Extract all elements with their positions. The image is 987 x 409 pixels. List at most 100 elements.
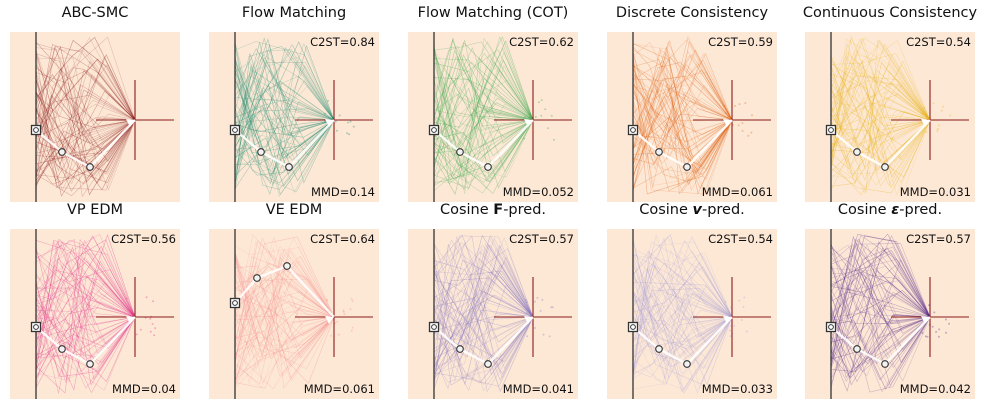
sample-point (327, 99, 329, 102)
trajectory-line (35, 84, 136, 158)
trajectory-line (234, 316, 335, 380)
trajectory-line (234, 56, 335, 192)
trajectory-line (234, 316, 335, 389)
trajectory-line (632, 236, 733, 318)
trajectory-line (234, 61, 335, 180)
trajectory-line (433, 251, 534, 387)
trajectory-line (433, 239, 534, 318)
trajectory-line (830, 280, 931, 318)
trajectory-line (830, 314, 931, 372)
trajectory-bundle (433, 36, 534, 196)
sample-point (742, 305, 745, 308)
trajectory-line (433, 259, 534, 374)
sample-point (533, 300, 536, 303)
trajectory-line (632, 68, 733, 135)
trajectory-line (35, 108, 136, 144)
trajectory-line (830, 39, 931, 194)
trajectory-line (433, 59, 534, 140)
path-point (58, 148, 66, 156)
trajectory-line (35, 55, 136, 186)
path-arrowhead (325, 119, 334, 127)
trajectory-line (433, 88, 534, 138)
plot-area: C2ST=0.54 MMD=0.031 (805, 32, 975, 202)
sample-point (933, 311, 936, 314)
trajectory-line (234, 119, 335, 189)
sample-point (334, 322, 337, 325)
trajectory-line (35, 67, 136, 133)
sample-point (550, 114, 553, 117)
trajectory-line (830, 284, 931, 382)
trajectory-line (234, 259, 335, 384)
trajectory-line (433, 256, 534, 362)
trajectory-line (830, 102, 931, 137)
trajectory-line (234, 46, 335, 121)
mmd-label: MMD=0.031 (899, 185, 971, 199)
trajectory-line (433, 316, 534, 383)
trajectory-line (234, 108, 335, 147)
chart-svg (825, 32, 969, 202)
trajectory-line (632, 49, 733, 139)
trajectory-line (632, 316, 733, 370)
trajectory-line (234, 278, 335, 327)
trajectory-line (433, 69, 534, 179)
sample-point (726, 116, 729, 119)
trajectory-line (632, 234, 733, 338)
trajectory-line (433, 250, 534, 318)
trajectory-line (35, 285, 136, 336)
sample-point (945, 331, 947, 334)
trajectory-line (433, 316, 534, 392)
chart-svg (825, 229, 969, 399)
sample-point (741, 129, 744, 132)
sample-point (541, 298, 544, 301)
trajectory-line (632, 261, 733, 324)
sample-point (330, 334, 333, 337)
trajectory-line (433, 242, 534, 318)
trajectory-line (35, 50, 136, 128)
trajectory-line (632, 77, 733, 186)
trajectory-line (433, 95, 534, 166)
trajectory-line (234, 83, 335, 172)
trajectory-line (234, 282, 335, 318)
chart-title-part: -pred. (503, 202, 547, 218)
trajectory-line (632, 95, 733, 177)
trajectory-line (830, 84, 931, 187)
trajectory-bundle (632, 36, 733, 195)
trajectory-line (234, 252, 335, 360)
sample-point (149, 330, 152, 333)
trajectory-line (632, 62, 733, 158)
trajectory-line (234, 101, 335, 195)
trajectory-line (632, 51, 733, 138)
trajectory-line (433, 295, 534, 367)
trajectory-line (632, 49, 733, 169)
path-point (58, 345, 66, 353)
trajectory-line (433, 48, 534, 171)
plot-area: C2ST=0.59 MMD=0.061 (607, 32, 777, 202)
trajectory-line (35, 67, 136, 196)
sample-point (326, 298, 328, 301)
path-arrowhead (723, 316, 732, 324)
trajectory-line (830, 235, 931, 318)
chart-title-part: F (493, 202, 504, 218)
chart-title: VP EDM (66, 202, 124, 218)
trajectory-line (632, 82, 733, 149)
trajectory-line (632, 309, 733, 378)
trajectory-line (830, 252, 931, 318)
trajectory-line (632, 304, 733, 336)
sample-point (737, 124, 740, 127)
trajectory-line (234, 65, 335, 150)
trajectory-line (632, 74, 733, 195)
trajectory-line (433, 104, 534, 178)
trajectory-line (35, 57, 136, 181)
trajectory-line (433, 109, 534, 121)
trajectory-line (234, 85, 335, 165)
trajectory-line (830, 304, 931, 386)
trajectory-line (632, 252, 733, 374)
chart-svg (627, 32, 771, 202)
sample-point (537, 101, 540, 104)
trajectory-line (35, 278, 136, 318)
trajectory-line (830, 280, 931, 318)
chart-title-part: Cosine (837, 202, 892, 218)
trajectory-line (830, 90, 931, 137)
trajectory-line (234, 61, 335, 194)
trajectory-line (35, 53, 136, 183)
